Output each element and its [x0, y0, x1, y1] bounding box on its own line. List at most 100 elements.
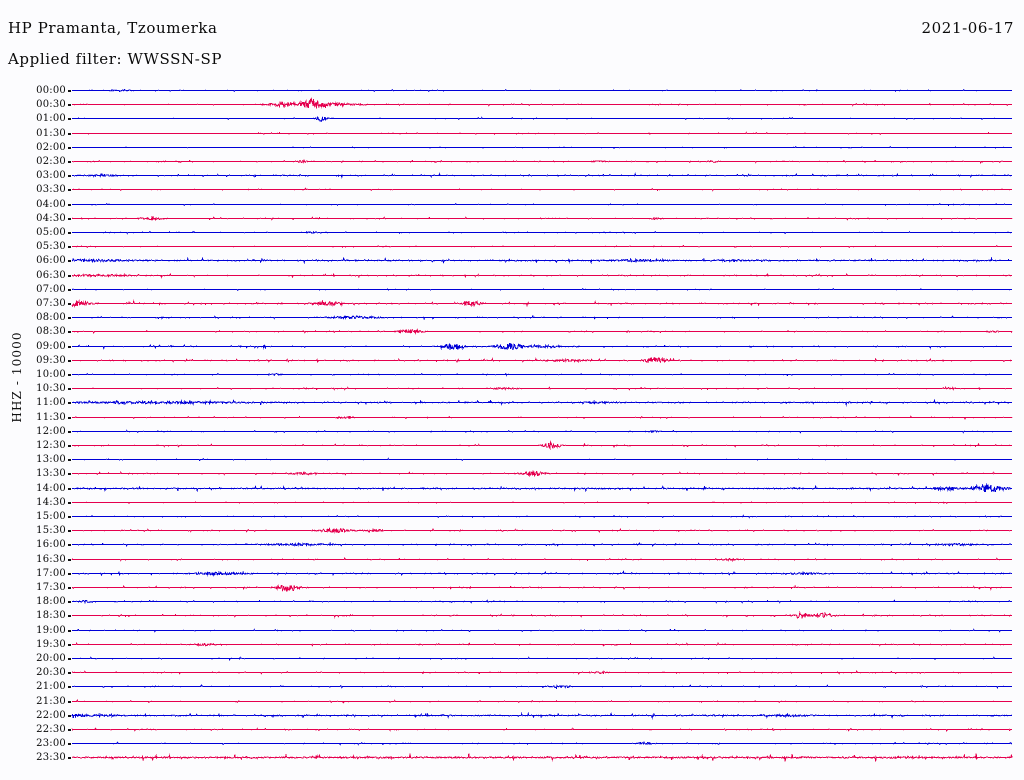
time-axis-label: 13:00 — [36, 454, 66, 466]
seismic-trace — [71, 167, 1013, 184]
helicorder-row: 18:30 — [0, 610, 1024, 629]
helicorder-row: 20:30 — [0, 667, 1024, 686]
axis-tick-mark — [68, 260, 71, 263]
seismic-trace — [71, 82, 1013, 99]
axis-tick-mark — [68, 331, 71, 334]
recording-date: 2021-06-17 — [921, 19, 1014, 37]
time-axis-label: 07:00 — [36, 283, 66, 295]
time-axis-label: 10:30 — [36, 383, 66, 395]
time-axis-label: 06:30 — [36, 269, 66, 281]
axis-tick-mark — [68, 729, 71, 731]
helicorder-row: 02:30 — [0, 156, 1024, 175]
seismic-trace — [71, 480, 1013, 497]
time-axis-label: 04:00 — [36, 198, 66, 210]
seismic-trace — [71, 366, 1013, 383]
time-axis-label: 21:00 — [36, 681, 66, 693]
time-axis-label: 05:30 — [36, 241, 66, 253]
seismic-trace — [71, 238, 1013, 255]
seismic-trace — [71, 380, 1013, 397]
axis-tick-mark — [68, 232, 71, 234]
seismic-trace — [71, 352, 1013, 369]
time-axis-label: 00:30 — [36, 99, 66, 111]
seismic-trace — [71, 636, 1013, 653]
axis-tick-mark — [68, 757, 71, 760]
seismic-trace — [71, 565, 1013, 582]
time-axis-label: 10:00 — [36, 369, 66, 380]
time-axis-label: 13:30 — [36, 468, 66, 480]
seismic-trace — [71, 451, 1013, 468]
helicorder-row: 08:00 — [0, 312, 1024, 331]
helicorder-row: 20:00 — [0, 653, 1024, 672]
seismic-trace — [71, 551, 1013, 568]
time-axis-label: 18:00 — [36, 596, 66, 608]
seismic-trace — [71, 309, 1013, 326]
time-axis-label: 12:00 — [36, 425, 66, 437]
time-axis-label: 17:30 — [36, 582, 66, 593]
helicorder-row: 21:00 — [0, 681, 1024, 700]
helicorder-row: 11:00 — [0, 397, 1024, 416]
helicorder-row: 00:00 — [0, 85, 1024, 104]
axis-tick-mark — [68, 416, 71, 419]
axis-tick-mark — [68, 132, 71, 135]
seismic-trace — [71, 536, 1013, 553]
time-axis-label: 06:00 — [36, 255, 66, 267]
axis-tick-mark — [68, 587, 71, 589]
seismic-trace — [71, 593, 1013, 610]
helicorder-row: 21:30 — [0, 696, 1024, 715]
axis-tick-mark — [68, 544, 71, 547]
seismic-trace — [71, 721, 1013, 738]
seismic-trace — [71, 323, 1013, 340]
seismic-trace — [71, 196, 1013, 213]
helicorder-row: 15:30 — [0, 525, 1024, 544]
axis-tick-mark — [68, 345, 71, 348]
time-axis-label: 19:30 — [36, 638, 66, 650]
time-axis-label: 08:30 — [36, 326, 66, 338]
time-axis-label: 23:00 — [36, 738, 66, 750]
helicorder-row: 04:30 — [0, 213, 1024, 232]
helicorder-row: 09:00 — [0, 341, 1024, 360]
time-axis-label: 20:00 — [36, 653, 66, 664]
seismic-trace — [71, 579, 1013, 596]
helicorder-row: 07:30 — [0, 298, 1024, 317]
helicorder-row: 05:30 — [0, 241, 1024, 260]
axis-tick-mark — [68, 303, 71, 305]
seismic-trace — [71, 707, 1013, 724]
seismic-trace — [71, 125, 1013, 142]
seismic-trace — [71, 252, 1013, 269]
helicorder-row: 06:00 — [0, 255, 1024, 274]
applied-filter-label: Applied filter: WWSSN-SP — [8, 50, 223, 68]
time-axis-label: 03:30 — [36, 184, 66, 196]
seismic-trace — [71, 338, 1013, 355]
helicorder-row: 16:30 — [0, 554, 1024, 573]
helicorder-row: 19:30 — [0, 639, 1024, 658]
helicorder-row: 06:30 — [0, 270, 1024, 289]
axis-tick-mark — [68, 601, 71, 604]
axis-tick-mark — [68, 658, 71, 660]
axis-tick-mark — [68, 516, 71, 518]
time-axis-label: 03:00 — [36, 170, 66, 182]
axis-tick-mark — [68, 402, 71, 405]
seismic-trace — [71, 409, 1013, 426]
helicorder-row: 03:30 — [0, 184, 1024, 203]
helicorder-row: 18:00 — [0, 596, 1024, 615]
axis-tick-mark — [68, 146, 71, 149]
axis-tick-mark — [68, 459, 71, 462]
time-axis-label: 23:30 — [36, 752, 66, 764]
helicorder-row: 01:30 — [0, 128, 1024, 147]
axis-tick-mark — [68, 473, 71, 476]
seismic-trace — [71, 153, 1013, 170]
seismic-trace — [71, 181, 1013, 198]
time-axis-label: 17:00 — [36, 567, 66, 579]
time-axis-label: 09:30 — [36, 354, 66, 366]
seismic-trace — [71, 664, 1013, 681]
helicorder-row: 12:30 — [0, 440, 1024, 459]
time-axis-label: 08:00 — [36, 312, 66, 324]
time-axis-label: 07:30 — [36, 298, 66, 309]
time-axis-label: 02:30 — [36, 156, 66, 167]
time-axis-label: 14:30 — [36, 496, 66, 508]
axis-tick-mark — [68, 374, 71, 376]
time-axis-label: 05:00 — [36, 227, 66, 238]
seismic-trace — [71, 678, 1013, 695]
axis-tick-mark — [68, 672, 71, 675]
